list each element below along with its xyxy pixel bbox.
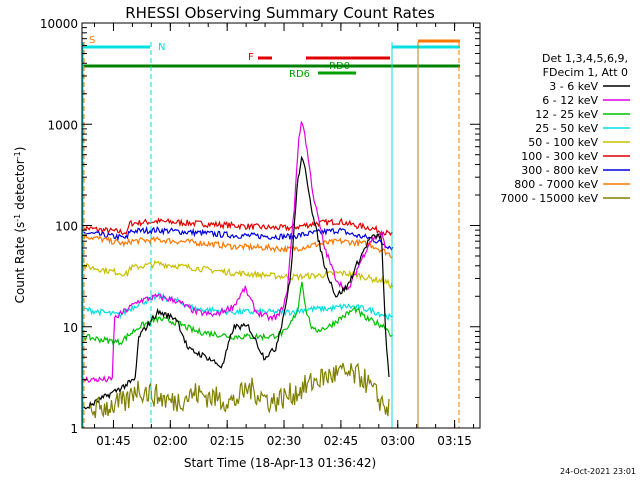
x-ticks: 01:45 02:00 02:15 02:30 02:45 03:00 03:15	[94, 23, 475, 448]
series-line-8	[89, 362, 390, 419]
series-line-5	[81, 281, 394, 346]
mode-lines	[82, 42, 460, 428]
x-tick-label-0: 01:45	[96, 434, 131, 448]
y-tick-label-4: 10000	[40, 17, 78, 31]
x-tick-label-1: 02:00	[153, 434, 188, 448]
series-lines	[81, 120, 394, 419]
y-ticks: 1 10 100 1000 10000	[40, 17, 480, 436]
legend-label-1: 6 - 12 keV	[542, 94, 598, 107]
x-tick-label-6: 03:15	[437, 434, 472, 448]
series-line-7	[81, 155, 390, 414]
legend: Det 1,3,4,5,6,9,FDecim 1, Att 03 - 6 keV…	[500, 52, 630, 205]
series-line-0	[81, 217, 393, 237]
flag-label-f: F	[248, 52, 254, 63]
timestamp: 24-Oct-2021 23:01	[560, 467, 636, 476]
legend-header-1: FDecim 1, Att 0	[543, 66, 628, 79]
legend-label-6: 300 - 800 keV	[521, 164, 598, 177]
legend-label-7: 800 - 7000 keV	[514, 178, 598, 191]
flag-label-rd6: RD6	[289, 69, 310, 80]
legend-header-0: Det 1,3,4,5,6,9,	[542, 52, 628, 65]
y-axis-label: Count Rate (s-1 detector-1)	[13, 147, 28, 304]
flag-bars: SNFRD0RD6	[82, 35, 460, 80]
legend-label-0: 3 - 6 keV	[549, 80, 598, 93]
plot-frame	[81, 22, 481, 429]
legend-label-2: 12 - 25 keV	[535, 108, 598, 121]
y-tick-label-3: 1000	[47, 118, 78, 132]
series-line-1	[81, 225, 394, 252]
series-line-3	[81, 259, 394, 290]
x-tick-label-4: 02:45	[324, 434, 359, 448]
flag-label-s: S	[89, 35, 95, 46]
y-tick-label-1: 10	[63, 321, 78, 335]
x-axis-label: Start Time (18-Apr-13 01:36:42)	[184, 456, 376, 470]
series-line-2	[81, 231, 394, 259]
legend-label-4: 50 - 100 keV	[528, 136, 598, 149]
y-tick-label-0: 1	[70, 422, 78, 436]
x-tick-label-5: 03:00	[380, 434, 415, 448]
legend-label-8: 7000 - 15000 keV	[500, 192, 598, 205]
series-line-6	[82, 120, 386, 384]
legend-label-3: 25 - 50 keV	[535, 122, 598, 135]
y-tick-label-2: 100	[55, 220, 78, 234]
flag-label-n: N	[158, 42, 165, 53]
legend-label-5: 100 - 300 keV	[521, 150, 598, 163]
x-tick-label-3: 02:30	[267, 434, 302, 448]
x-tick-label-2: 02:15	[210, 434, 245, 448]
chart-title: RHESSI Observing Summary Count Rates	[125, 4, 435, 22]
series-line-4	[81, 291, 394, 322]
